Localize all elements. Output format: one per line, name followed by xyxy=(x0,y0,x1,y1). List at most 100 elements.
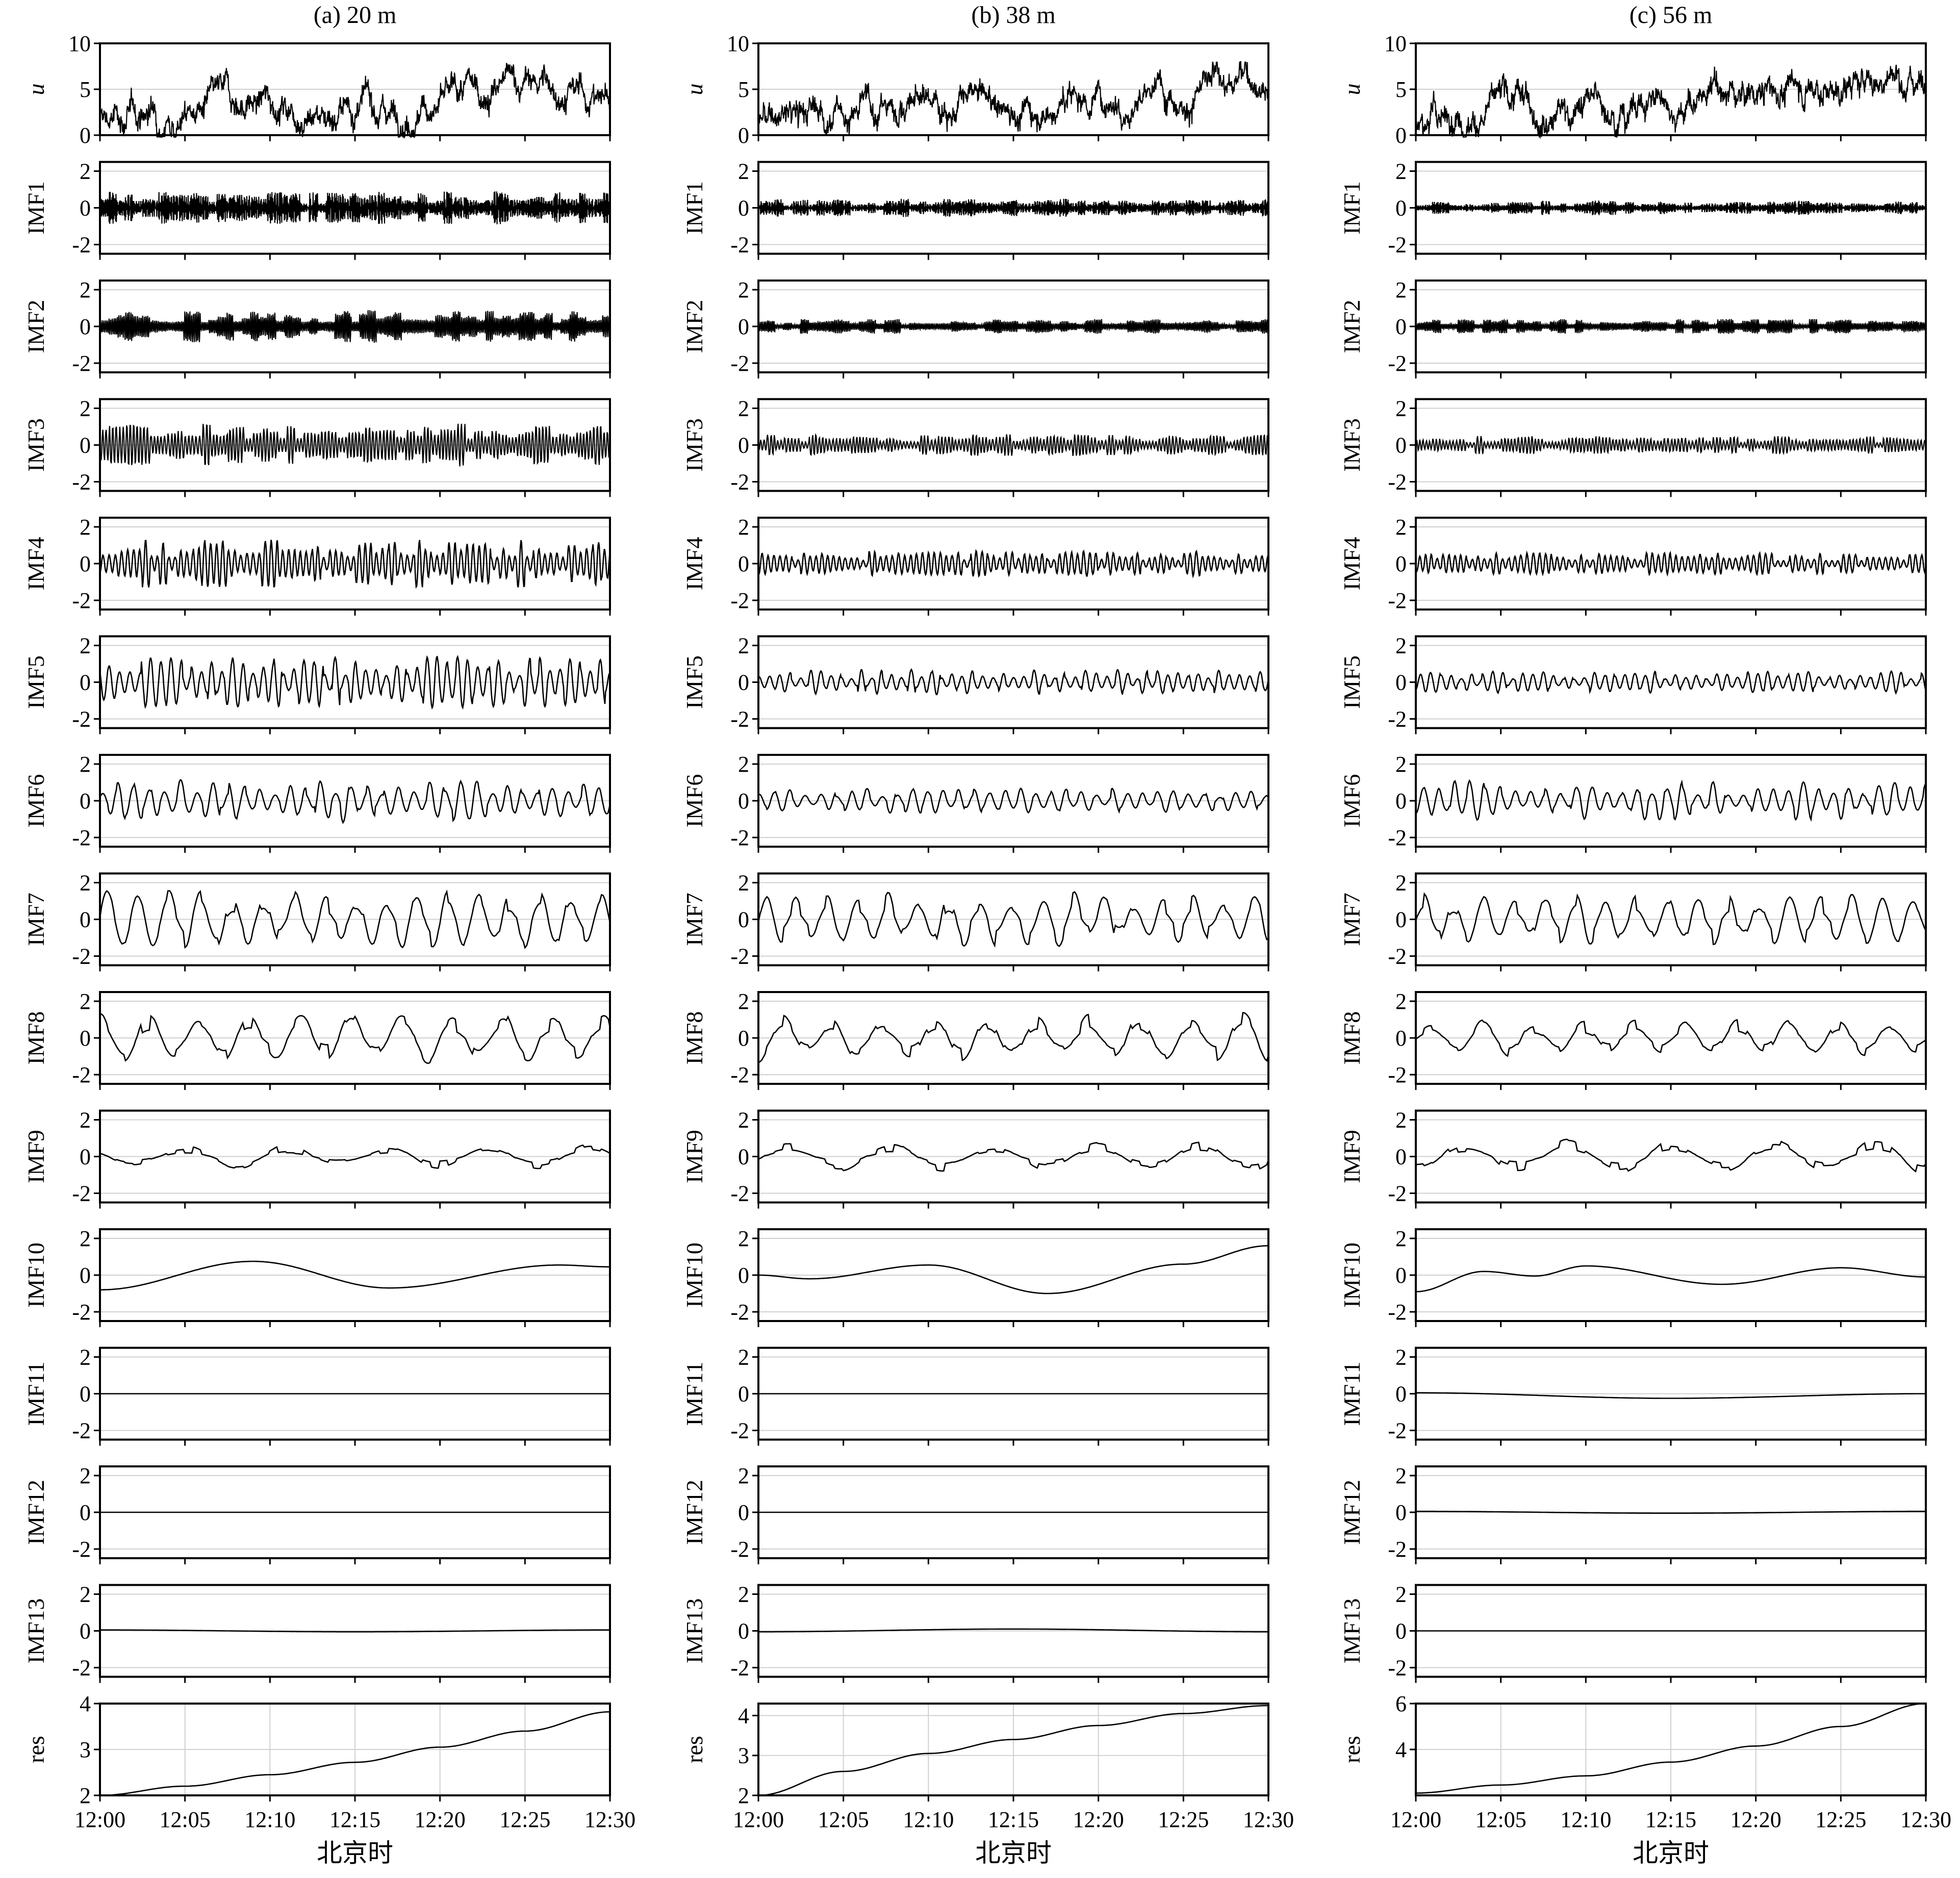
panel-imf1: -2 0 2 IMF1 xyxy=(1339,159,1927,260)
x-tick-label: 12:10 xyxy=(1560,1807,1611,1832)
panel-imf5: -2 0 2 IMF5 xyxy=(23,633,611,734)
y-tick-label: 2 xyxy=(738,989,749,1014)
x-tick-label: 12:30 xyxy=(1243,1807,1294,1832)
y-tick-label: -2 xyxy=(1388,1418,1407,1443)
x-tick-label: 12:00 xyxy=(74,1807,125,1832)
y-axis-label: IMF6 xyxy=(1339,774,1365,828)
panel-imf3: -2 0 2 IMF3 xyxy=(681,396,1269,497)
y-tick-label: 0 xyxy=(1395,1145,1407,1170)
y-tick-label: 0 xyxy=(80,1500,91,1525)
y-tick-label: 4 xyxy=(80,1691,91,1716)
y-tick-label: 0 xyxy=(1395,196,1407,221)
y-axis-label: IMF13 xyxy=(1339,1598,1365,1664)
y-tick-label: 0 xyxy=(738,670,749,695)
series-line xyxy=(1415,1265,1926,1292)
x-tick-label: 12:05 xyxy=(818,1807,869,1832)
panel-imf7: -2 0 2 IMF7 xyxy=(23,871,611,972)
y-tick-label: 2 xyxy=(738,1463,749,1488)
y-axis-label: u xyxy=(23,84,49,95)
panel-imf1: -2 0 2 IMF1 xyxy=(23,159,611,260)
y-tick-label: 2 xyxy=(80,871,91,896)
series-line xyxy=(1416,1703,1926,1794)
y-tick-label: 0 xyxy=(738,1263,749,1288)
panel-imf12: -2 0 2 IMF12 xyxy=(681,1463,1269,1564)
y-tick-label: -2 xyxy=(72,1300,91,1325)
series-line xyxy=(757,61,1269,136)
y-tick-label: 0 xyxy=(738,314,749,339)
y-axis-label: IMF10 xyxy=(1339,1242,1365,1308)
series-line xyxy=(1415,779,1927,822)
panel-imf3: -2 0 2 IMF3 xyxy=(1339,396,1927,497)
y-tick-label: 2 xyxy=(80,633,91,658)
y-tick-label: 2 xyxy=(738,752,749,777)
y-axis-label: IMF6 xyxy=(23,774,49,828)
series-line xyxy=(99,540,611,589)
y-tick-label: 0 xyxy=(1395,1026,1407,1051)
y-tick-label: 0 xyxy=(738,1145,749,1170)
panel-res: 4 6 res xyxy=(1339,1691,1927,1801)
y-tick-label: 10 xyxy=(1384,31,1407,56)
y-axis-label: IMF3 xyxy=(23,418,49,472)
panel-imf2: -2 0 2 IMF2 xyxy=(23,277,611,378)
series-line xyxy=(100,1711,610,1796)
y-tick-label: 2 xyxy=(1395,1108,1407,1133)
panel-imf11: -2 0 2 IMF11 xyxy=(23,1345,611,1446)
y-tick-label: -2 xyxy=(1388,233,1407,258)
y-tick-label: -2 xyxy=(72,1181,91,1206)
y-tick-label: 3 xyxy=(80,1737,91,1762)
panel-imf5: -2 0 2 IMF5 xyxy=(1339,633,1927,734)
column-a: (a) 20 m 0 5 10 u -2 0 2 IMF1 -2 0 2 IMF2 -2 0 2 IMF3 -2 0… xyxy=(23,2,635,1868)
y-tick-label: 2 xyxy=(738,1226,749,1251)
series-line xyxy=(758,1012,1269,1063)
y-tick-label: 0 xyxy=(738,1026,749,1051)
series-line xyxy=(758,1141,1269,1172)
y-tick-label: 0 xyxy=(1395,123,1407,148)
series-line xyxy=(99,779,611,824)
y-tick-label: 0 xyxy=(1395,1619,1407,1644)
y-axis-label: IMF1 xyxy=(681,181,707,235)
series-line xyxy=(100,1260,610,1291)
series-line xyxy=(758,1705,1268,1796)
x-tick-label: 12:00 xyxy=(1390,1807,1441,1832)
series-line xyxy=(1415,1138,1927,1173)
y-tick-label: -2 xyxy=(1388,944,1407,969)
y-tick-label: 2 xyxy=(738,515,749,540)
panel-imf4: -2 0 2 IMF4 xyxy=(681,515,1269,616)
panel-imf8: -2 0 2 IMF8 xyxy=(1339,989,1927,1090)
x-tick-label: 12:10 xyxy=(903,1807,954,1832)
y-tick-label: 2 xyxy=(738,871,749,896)
y-tick-label: 2 xyxy=(1395,752,1407,777)
y-tick-label: 0 xyxy=(738,1500,749,1525)
y-tick-label: -2 xyxy=(730,1181,749,1206)
y-tick-label: 2 xyxy=(738,159,749,184)
panel-imf12: -2 0 2 IMF12 xyxy=(23,1463,611,1564)
y-axis-label: IMF4 xyxy=(1339,537,1365,591)
y-tick-label: 0 xyxy=(738,551,749,576)
y-tick-label: 4 xyxy=(1395,1737,1407,1762)
series-line xyxy=(99,1144,610,1170)
series-line xyxy=(758,668,1269,696)
y-tick-label: 0 xyxy=(738,1382,749,1407)
y-tick-label: -2 xyxy=(1388,1656,1407,1681)
panel-imf1: -2 0 2 IMF1 xyxy=(681,159,1269,260)
y-axis-label: IMF1 xyxy=(1339,181,1365,235)
y-tick-label: -2 xyxy=(1388,1181,1407,1206)
y-tick-label: 2 xyxy=(80,752,91,777)
y-tick-label: 2 xyxy=(738,1582,749,1607)
y-axis-label: IMF7 xyxy=(23,893,49,946)
y-tick-label: 5 xyxy=(738,77,749,102)
y-tick-label: 0 xyxy=(80,1026,91,1051)
y-tick-label: 0 xyxy=(1395,314,1407,339)
panel-imf11: -2 0 2 IMF11 xyxy=(1339,1345,1927,1446)
y-axis-label: IMF4 xyxy=(681,537,707,591)
y-tick-label: 0 xyxy=(80,123,91,148)
y-axis-label: u xyxy=(681,84,707,95)
y-tick-label: -2 xyxy=(72,1656,91,1681)
panel-imf10: -2 0 2 IMF10 xyxy=(1339,1226,1927,1327)
y-tick-label: 2 xyxy=(80,396,91,421)
y-tick-label: 0 xyxy=(80,670,91,695)
y-tick-label: 4 xyxy=(738,1703,749,1728)
y-tick-label: 0 xyxy=(1395,789,1407,814)
y-tick-label: 5 xyxy=(80,77,91,102)
y-axis-label: IMF8 xyxy=(1339,1011,1365,1065)
